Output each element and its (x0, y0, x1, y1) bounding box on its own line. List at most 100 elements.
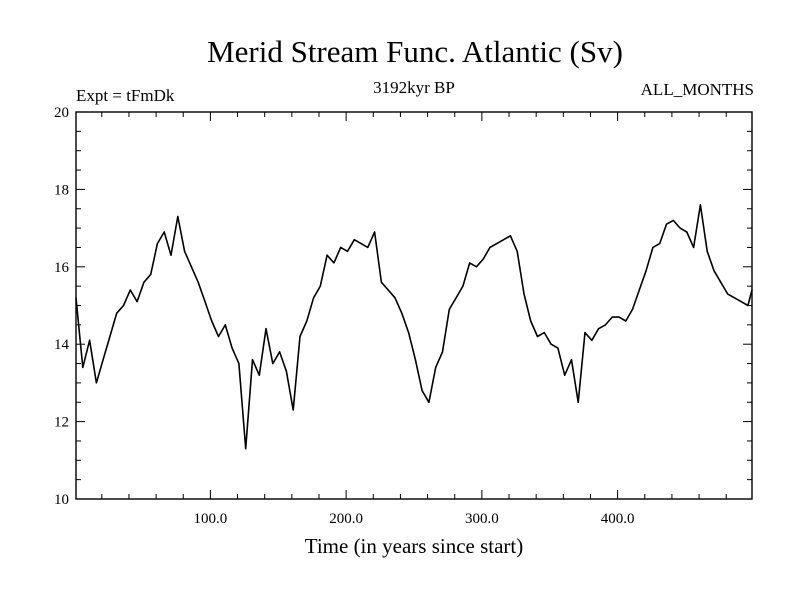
data-point (686, 231, 688, 233)
data-point (503, 239, 505, 241)
x-tick-label: 400.0 (601, 511, 635, 527)
data-point (408, 332, 410, 334)
data-point (543, 332, 545, 334)
x-axis-label: Time (in years since start) (305, 534, 524, 558)
data-point (740, 301, 742, 303)
data-point (625, 320, 627, 322)
data-point (523, 293, 525, 295)
plot-frame (75, 111, 753, 500)
data-point (462, 285, 464, 287)
data-point (353, 239, 355, 241)
data-point (251, 359, 254, 361)
data-point (177, 215, 179, 218)
data-point (727, 293, 729, 295)
data-point (170, 254, 172, 256)
data-point (231, 347, 233, 349)
data-point (435, 366, 437, 368)
data-point (604, 324, 607, 326)
data-point (751, 289, 753, 291)
data-point (516, 250, 518, 252)
data-point (95, 382, 97, 384)
data-point (258, 374, 260, 376)
data-point (102, 359, 104, 361)
data-point (428, 401, 430, 403)
data-point (713, 270, 715, 272)
data-point (143, 281, 145, 283)
data-point (367, 246, 369, 248)
data-point (441, 351, 444, 353)
data-point (645, 270, 647, 272)
tick-labels: 10 12 14 16 18 20 100.0 200.0 300.0 400.0 (54, 105, 634, 527)
data-point (536, 335, 539, 338)
data-point (156, 243, 158, 245)
data-point (292, 409, 294, 411)
data-point (469, 262, 471, 264)
data-point (550, 343, 552, 345)
data-point (346, 250, 349, 252)
data-point (360, 243, 362, 245)
data-point (116, 312, 118, 314)
x-tick-label: 300.0 (465, 511, 499, 527)
chart-title: Merid Stream Func. Atlantic (Sv) (207, 34, 623, 69)
data-point (706, 250, 708, 252)
data-point (557, 347, 559, 349)
data-point (665, 223, 668, 225)
data-point (184, 250, 186, 252)
data-point (204, 301, 206, 303)
data-point (279, 351, 281, 353)
data-point (299, 335, 301, 338)
data-point (319, 285, 321, 287)
data-point (577, 401, 579, 403)
data-point (509, 235, 511, 237)
data-point (272, 363, 274, 365)
data-point (475, 266, 477, 268)
data-point (394, 297, 396, 299)
data-point (631, 308, 634, 310)
y-tick-label: 16 (54, 260, 70, 276)
data-point (401, 312, 403, 314)
data-point (448, 308, 450, 310)
data-point (82, 366, 84, 368)
data-point (598, 328, 600, 330)
data-point (340, 246, 342, 248)
data-point (374, 231, 376, 233)
data-point (489, 246, 491, 248)
series-line (75, 204, 753, 450)
data-point (414, 359, 416, 361)
data-point (496, 243, 498, 245)
data-point (584, 332, 586, 334)
data-point (672, 219, 674, 221)
data-point (217, 335, 220, 338)
y-tick-label: 18 (54, 182, 69, 198)
months-label: ALL_MONTHS (640, 80, 754, 99)
data-point (659, 243, 661, 245)
period-label: 3192kyr BP (373, 78, 455, 97)
data-point (482, 258, 484, 260)
y-tick-label: 20 (54, 105, 69, 121)
data-point (333, 262, 335, 264)
experiment-label: Expt = tFmDk (76, 86, 175, 105)
data-point (211, 320, 213, 322)
x-tick-label: 200.0 (329, 511, 363, 527)
data-point (747, 304, 749, 307)
data-point (129, 289, 131, 291)
data-point (387, 289, 389, 291)
data-point (163, 231, 165, 233)
axis-ticks (76, 111, 752, 500)
y-tick-label: 14 (54, 337, 70, 353)
data-point (136, 301, 138, 303)
data-point (306, 320, 308, 322)
x-tick-label: 100.0 (194, 511, 228, 527)
series-group (75, 204, 753, 450)
data-point (150, 273, 152, 276)
data-point (380, 281, 382, 283)
data-point (245, 448, 247, 450)
data-point (455, 297, 457, 299)
data-point (564, 374, 566, 376)
y-tick-label: 10 (54, 492, 69, 508)
data-point (679, 227, 681, 229)
data-point (720, 281, 722, 283)
data-point (570, 359, 573, 361)
data-point (326, 254, 328, 256)
